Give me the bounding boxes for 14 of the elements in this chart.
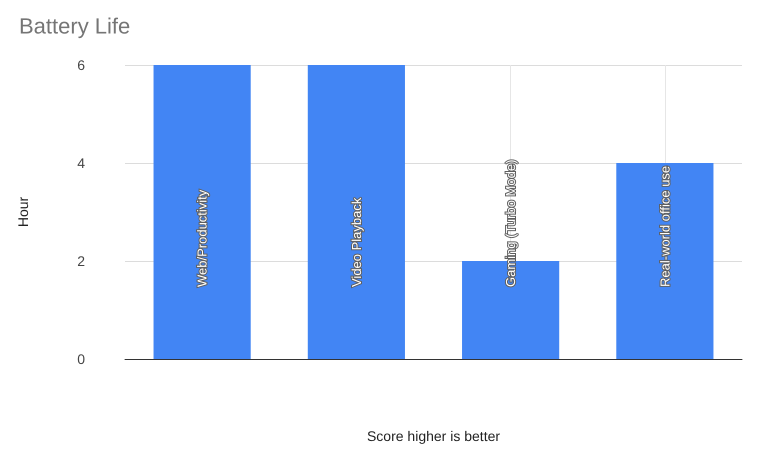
bar bbox=[616, 163, 714, 359]
chart-title: Battery Life bbox=[19, 14, 130, 38]
y-tick-label: 6 bbox=[77, 57, 86, 73]
x-tick-label: Video Playback bbox=[348, 197, 364, 287]
bar bbox=[308, 65, 405, 359]
y-tick-label: 2 bbox=[77, 253, 86, 269]
x-tick-label: Web/Productivity bbox=[194, 189, 210, 287]
bar bbox=[154, 65, 251, 359]
x-tick-label: Gaming (Turbo Mode) bbox=[503, 160, 518, 287]
x-axis-title: Score higher is better bbox=[366, 428, 500, 444]
y-tick-label: 0 bbox=[77, 351, 86, 367]
y-axis-title: Hour bbox=[15, 196, 31, 228]
y-tick-label: 4 bbox=[77, 155, 86, 171]
x-tick-label: Real-world office use bbox=[657, 166, 672, 287]
